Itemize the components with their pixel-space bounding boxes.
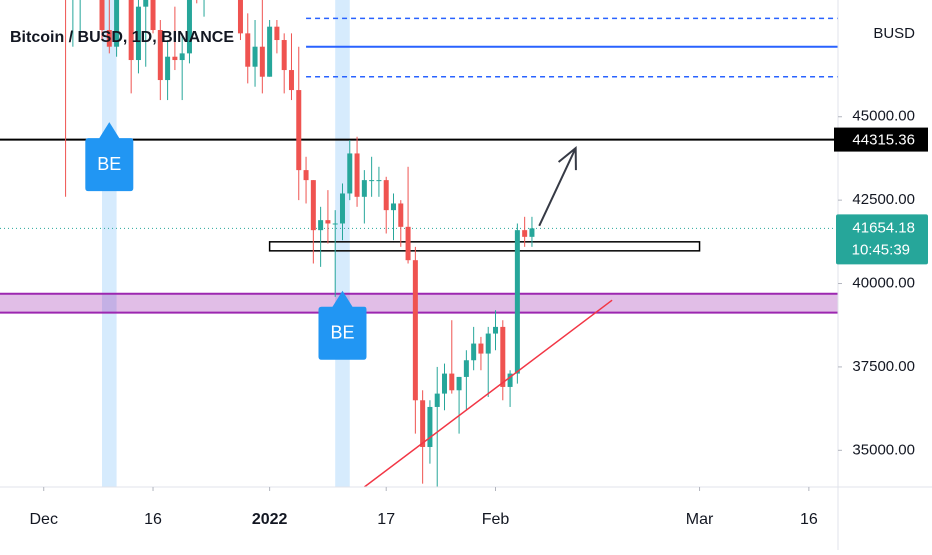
candle-body <box>434 393 440 407</box>
last-price-label: 41654.18 <box>852 219 915 236</box>
candle-body <box>376 180 382 182</box>
candle-body <box>245 33 251 67</box>
range-box <box>268 241 701 252</box>
candle-body <box>522 230 528 237</box>
x-tick-label: Dec <box>29 511 57 528</box>
axes: 35000.00 37500.00 40000.00 42500.00 45000.00… <box>29 108 928 528</box>
candle-body <box>493 326 499 334</box>
currency-label: BUSD <box>873 25 915 42</box>
zone-band <box>0 293 838 313</box>
y-tick-label: 45000.00 <box>852 108 915 125</box>
x-tick-label: 16 <box>144 511 162 528</box>
last-price-box <box>836 214 928 265</box>
candle-body <box>274 26 280 41</box>
candle-body <box>237 0 243 34</box>
arrow <box>538 146 577 227</box>
candle-body <box>143 0 149 7</box>
marker-band <box>102 0 117 487</box>
candle-body <box>179 53 185 61</box>
candle-body <box>325 220 331 224</box>
candle-body <box>427 406 433 447</box>
price-label: 44315.36 <box>852 132 915 149</box>
candle-body <box>529 228 535 237</box>
candle-body <box>500 326 506 387</box>
candle-body <box>288 70 294 91</box>
candle-body <box>390 203 396 211</box>
candle-body <box>383 180 389 211</box>
countdown: 10:45:39 <box>852 241 910 258</box>
y-tick-label: 40000.00 <box>852 274 915 291</box>
candle-body <box>456 376 462 391</box>
candle-body <box>310 180 316 231</box>
x-tick-label: Mar <box>686 511 714 528</box>
candle-body <box>296 90 302 171</box>
candle-body <box>332 223 338 225</box>
candle-body <box>186 0 192 54</box>
candle-body <box>339 193 345 224</box>
marker-label: BE <box>330 322 354 342</box>
marker-tag <box>85 122 134 192</box>
candle-body <box>361 180 367 197</box>
candle-body <box>507 373 513 387</box>
x-tick-label: 2022 <box>252 511 288 528</box>
candle-body <box>259 46 265 77</box>
candle-body <box>463 360 469 377</box>
candle-body <box>281 40 287 71</box>
candle-body <box>420 400 426 447</box>
candle-body <box>347 153 353 194</box>
candle-body <box>114 0 120 47</box>
candle-body <box>369 180 375 182</box>
y-tick-label: 42500.00 <box>852 191 915 208</box>
candle-body <box>157 30 163 81</box>
marker-tag <box>318 290 367 360</box>
candle-body <box>478 343 484 354</box>
plot-area: BE BE <box>0 0 838 487</box>
marker-band <box>335 0 350 487</box>
price-label-box <box>834 127 928 152</box>
candle-body <box>267 26 273 77</box>
candle-body <box>135 6 141 61</box>
candle-body <box>106 30 112 47</box>
candle-body <box>514 230 520 374</box>
candle-body <box>354 153 360 197</box>
candle-body <box>172 56 178 61</box>
candle-body <box>165 56 171 81</box>
y-tick-label: 35000.00 <box>852 441 915 458</box>
candle-body <box>318 220 324 231</box>
candle-body <box>128 0 134 61</box>
candle-body <box>405 226 411 261</box>
candle-body <box>150 0 156 31</box>
x-tick-label: Feb <box>482 511 510 528</box>
candle-body <box>398 203 404 227</box>
x-tick-label: 17 <box>377 511 395 528</box>
candle-body <box>485 333 491 354</box>
y-tick-label: 37500.00 <box>852 358 915 375</box>
candle-body <box>442 373 448 394</box>
candle-body <box>303 170 309 181</box>
chart-title: Bitcoin / BUSD, 1D, BINANCE <box>10 29 234 46</box>
trend-line <box>363 299 613 487</box>
candle-body <box>471 343 477 361</box>
marker-label: BE <box>97 154 121 174</box>
candle-body <box>99 0 105 31</box>
candle-body <box>449 373 455 391</box>
candle-body <box>252 46 258 67</box>
candle-body <box>412 260 418 401</box>
x-tick-label: 16 <box>800 511 818 528</box>
